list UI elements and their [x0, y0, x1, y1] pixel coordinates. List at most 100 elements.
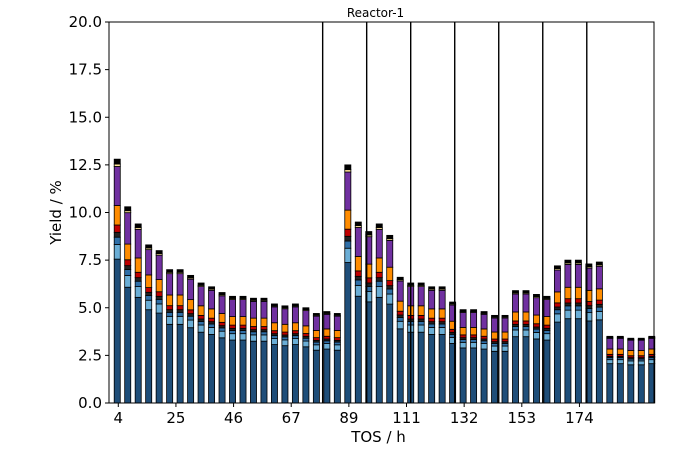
bar-segment [344, 164, 352, 171]
bar-stack [470, 309, 478, 404]
bar-segment [480, 340, 488, 344]
bar-segment [533, 314, 540, 325]
bar-segment [553, 302, 561, 308]
bar-segment [145, 295, 153, 301]
bar-segment [208, 323, 216, 328]
bar-stack [344, 164, 352, 404]
bar-segment [595, 288, 603, 301]
bar-segment [229, 299, 236, 317]
bar-segment [459, 341, 467, 349]
bar-stack [533, 294, 540, 404]
bar-segment [134, 277, 142, 282]
bar-stack [375, 223, 383, 404]
bar-segment [197, 324, 205, 333]
bar-segment [134, 296, 142, 404]
bar-segment [512, 311, 519, 322]
bar-segment [595, 306, 603, 312]
bar-segment [480, 313, 488, 330]
bar-segment [637, 350, 645, 357]
bar-segment [333, 313, 341, 316]
bar-segment [522, 336, 530, 404]
bar-segment [155, 295, 163, 300]
bar-segment [428, 323, 436, 328]
bar-segment [187, 327, 195, 404]
bar-segment [354, 227, 362, 257]
bar-segment [176, 273, 184, 296]
bar-segment [218, 330, 226, 339]
bar-segment [250, 317, 257, 327]
bar-segment [124, 206, 132, 212]
bar-segment [417, 282, 425, 286]
bar-segment [386, 280, 394, 287]
bar-segment [113, 244, 121, 260]
bar-segment [616, 348, 624, 355]
bar-segment [627, 337, 635, 340]
bar-segment [333, 337, 341, 341]
bar-segment [470, 326, 478, 336]
bar-segment [375, 271, 383, 279]
bar-segment [155, 291, 163, 297]
bar-segment [553, 291, 561, 304]
bar-stack [553, 265, 561, 404]
bar-segment [312, 337, 320, 341]
bar-segment [354, 295, 362, 404]
bar-stack [616, 335, 624, 404]
bar-stack [187, 274, 195, 404]
bar-segment [428, 289, 436, 310]
x-axis: 4 25 46 67 89 111 132 153 174 [114, 403, 594, 427]
bar-stack [574, 259, 582, 404]
bar-segment [145, 287, 153, 293]
bar-segment [271, 322, 278, 332]
bar-stack [134, 223, 142, 404]
bar-stack [417, 282, 425, 404]
bar-stack [354, 221, 362, 404]
bar-segment [250, 300, 257, 319]
bar-stack [260, 297, 268, 404]
bar-segment [312, 313, 320, 316]
bar-segment [187, 274, 195, 279]
bar-segment [113, 205, 121, 226]
bar-segment [176, 305, 184, 311]
x-tick-label: 4 [114, 409, 124, 427]
bar-segment [595, 319, 603, 404]
bar-segment [606, 359, 614, 365]
bar-segment [208, 317, 216, 323]
bar-segment [564, 286, 572, 300]
bar-segment [512, 293, 519, 313]
bar-segment [574, 298, 582, 304]
bar-segment [564, 309, 572, 320]
bar-segment [113, 166, 121, 206]
bar-segment [250, 326, 257, 331]
y-tick-label: 0.0 [78, 394, 102, 412]
bar-segment [218, 327, 226, 332]
bar-segment [396, 317, 404, 322]
bar-segment [239, 333, 247, 341]
bar-segment [396, 320, 404, 330]
bar-segment [459, 347, 467, 404]
bar-segment [166, 323, 174, 404]
bar-segment [312, 330, 320, 339]
bar-segment [354, 275, 362, 281]
bar-stack [564, 259, 572, 404]
bar-segment [218, 321, 226, 327]
bar-segment [260, 317, 268, 327]
bar-segment [354, 270, 362, 277]
bar-segment [124, 212, 132, 245]
chart-title: Reactor-1 [347, 6, 404, 20]
bar-segment [145, 249, 153, 276]
bar-segment [281, 339, 289, 347]
bar-segment [428, 327, 436, 335]
bar-segment [553, 265, 561, 269]
y-tick-label: 12.5 [69, 156, 102, 174]
bar-stack [438, 286, 446, 404]
bar-segment [438, 308, 446, 319]
bar-segment [470, 339, 478, 343]
y-tick-label: 7.5 [78, 251, 102, 269]
bar-segment [396, 280, 404, 302]
bar-segment [281, 308, 289, 325]
bar-stack [113, 158, 121, 404]
x-tick-label: 132 [450, 409, 479, 427]
bar-segment [459, 334, 467, 339]
bar-segment [124, 269, 132, 276]
bar-segment [218, 337, 226, 404]
